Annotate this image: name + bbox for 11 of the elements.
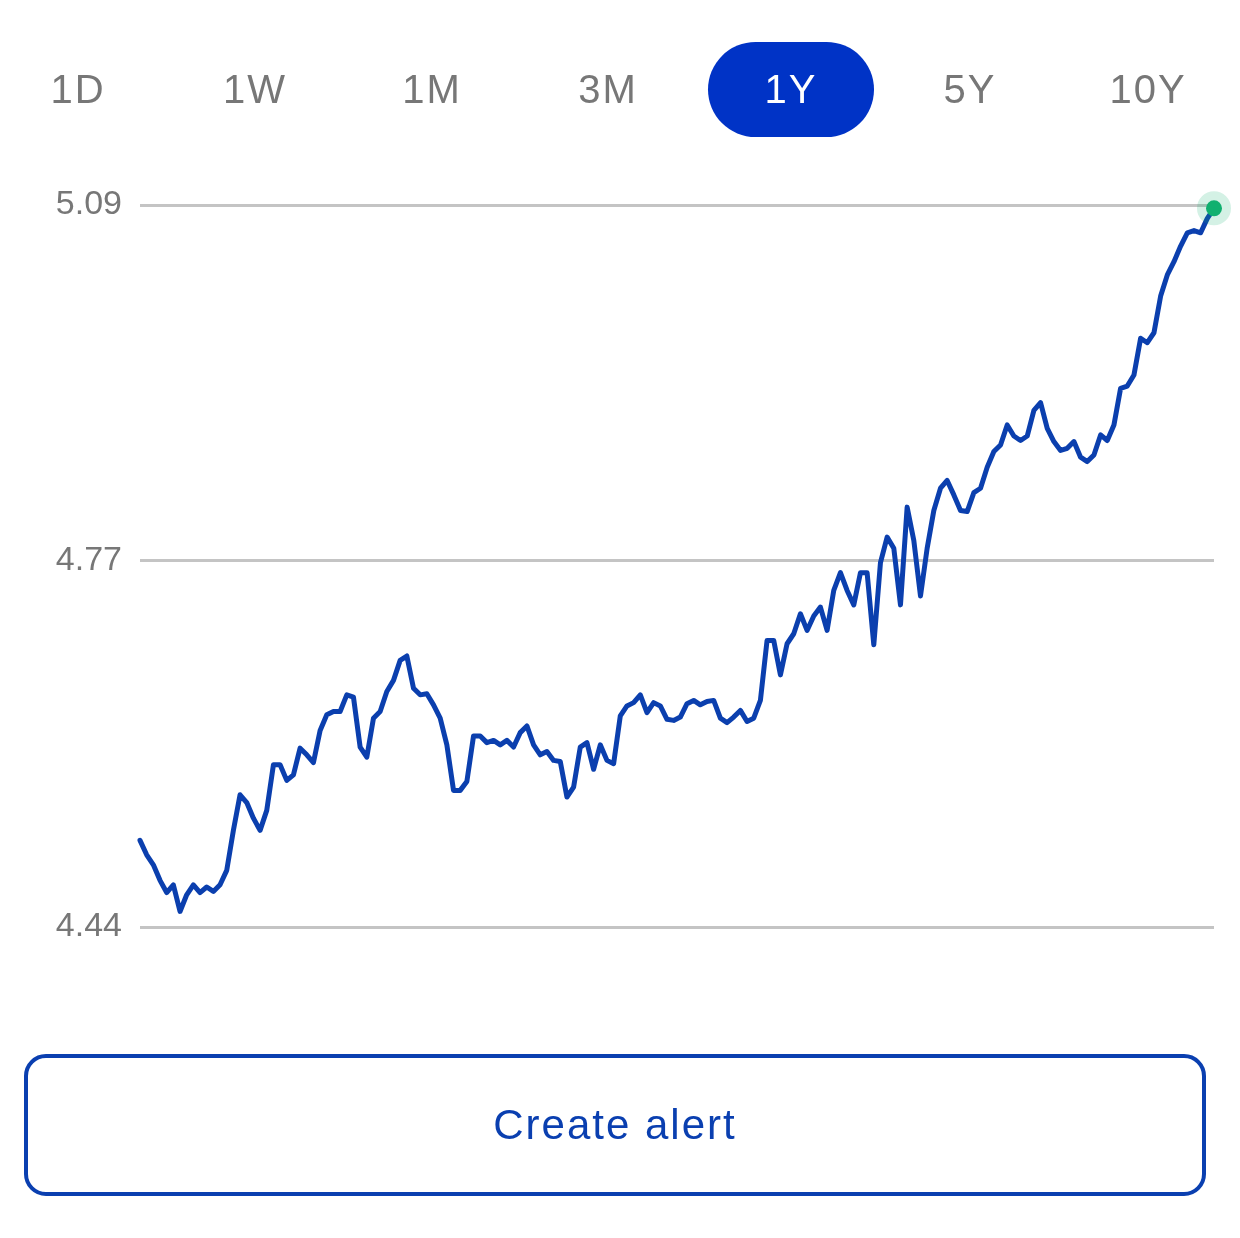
text: 1M — [401, 66, 463, 113]
text: 3M — [577, 66, 639, 113]
text: 5Y — [942, 66, 998, 113]
text: Create alert — [24, 1054, 1206, 1196]
text: 10Y — [1108, 66, 1188, 113]
text: 1D — [49, 66, 107, 113]
y-tick-label: 4.44 — [55, 905, 122, 944]
text: 1W — [222, 66, 288, 113]
y-tick-label: 5.09 — [55, 183, 122, 222]
y-tick-label: 4.77 — [55, 538, 122, 577]
text: 1Y — [708, 42, 874, 137]
